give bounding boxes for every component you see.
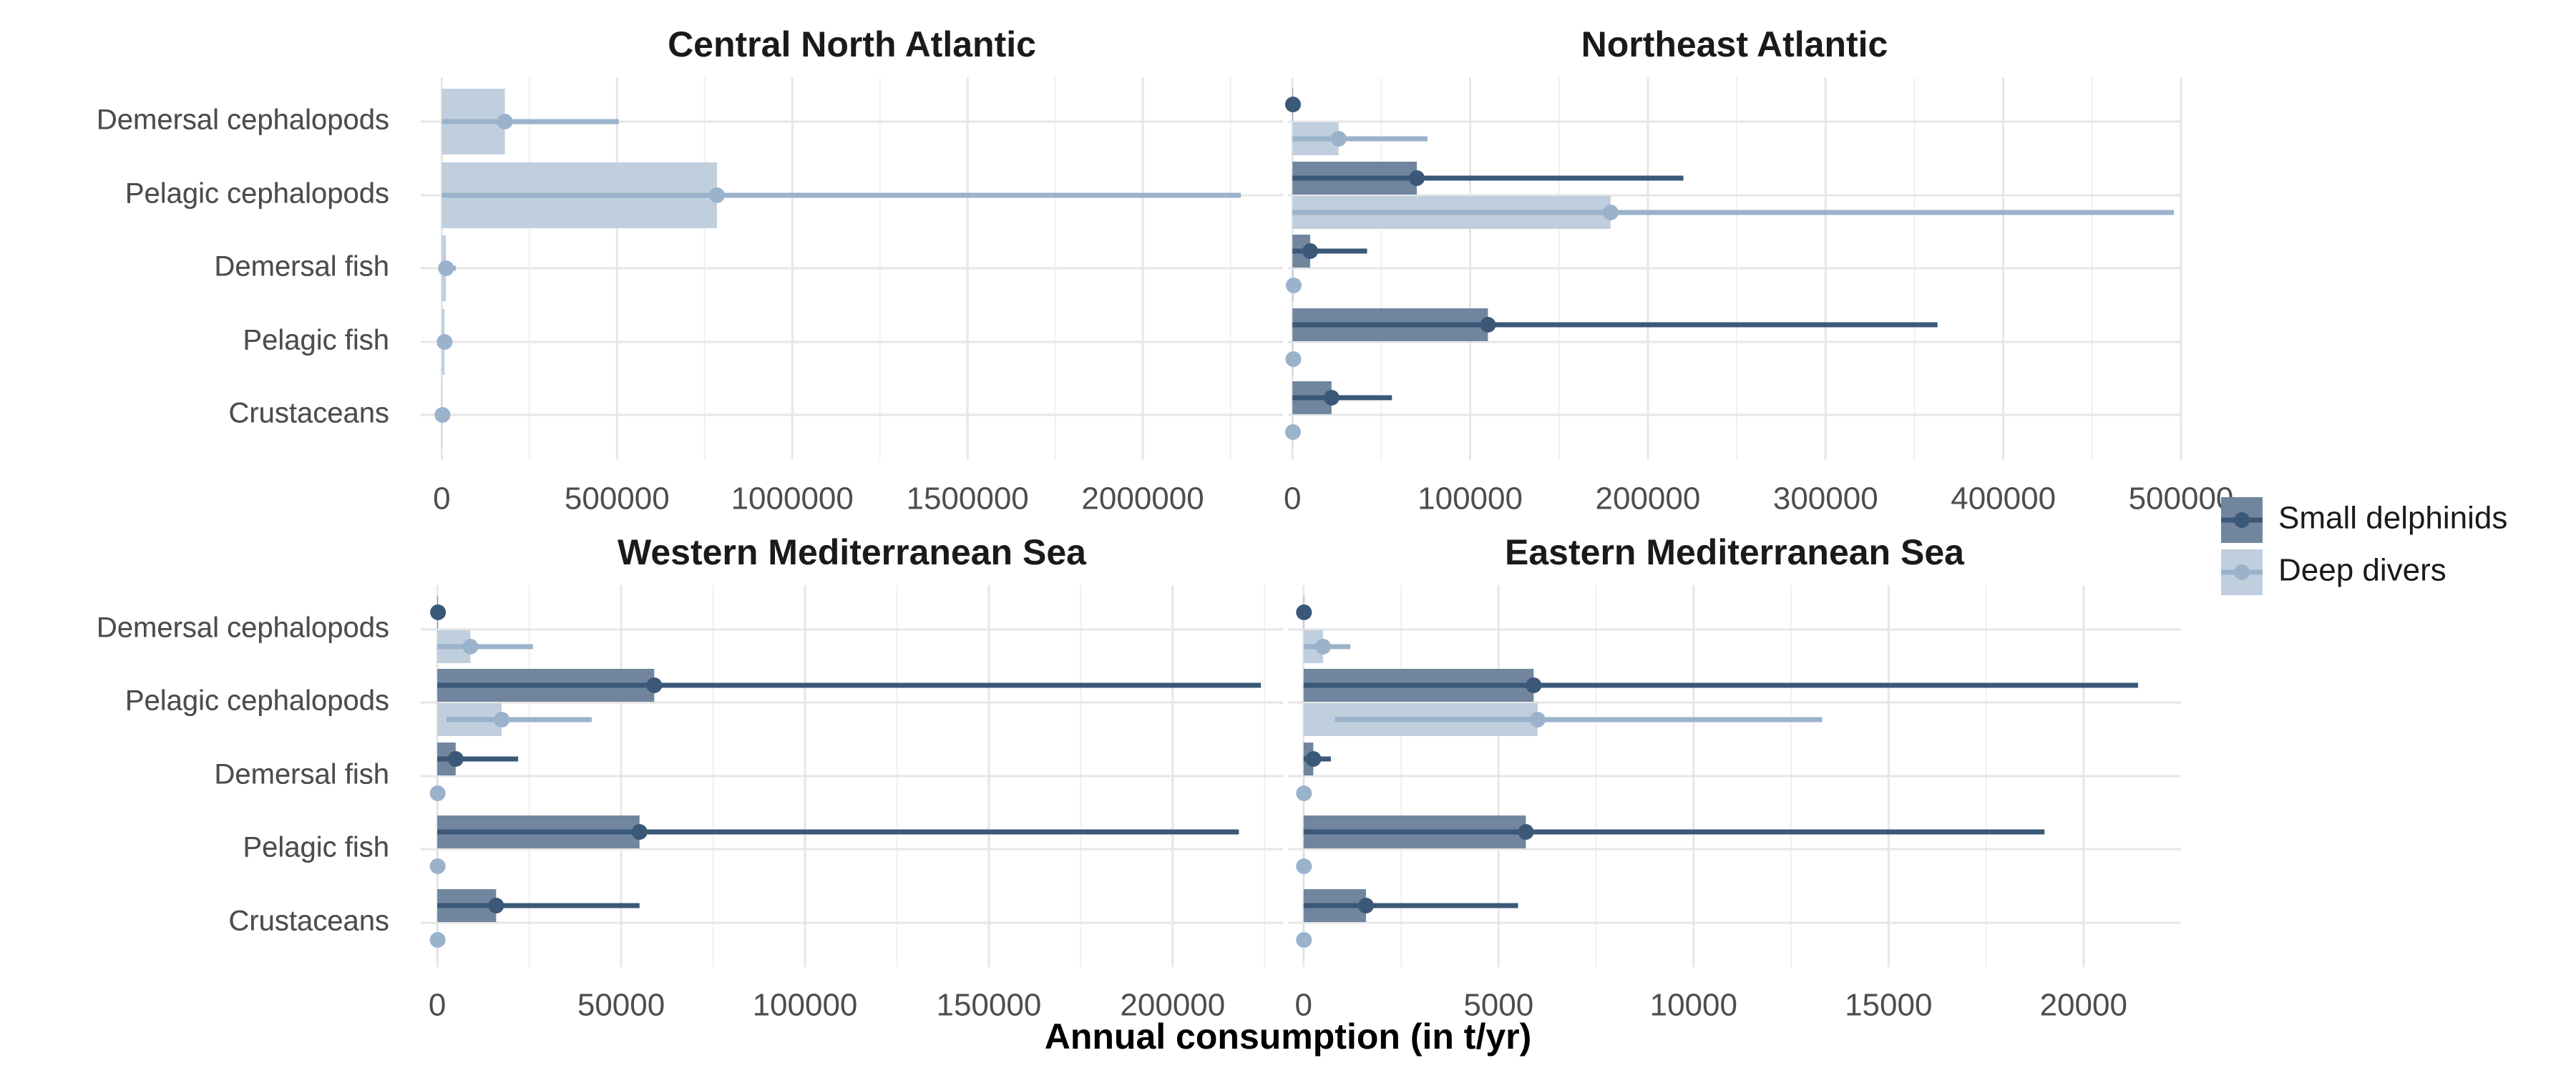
point-small-delphinids-demersal-fish <box>447 751 464 767</box>
point-deep-divers-pelagic-cephalopods <box>1529 712 1546 727</box>
panel-eastern-mediterranean-sea: Eastern Mediterranean Sea Demersal cephal… <box>97 532 2181 1023</box>
x-tick-label: 200000 <box>1120 988 1225 1023</box>
x-tick-label: 500000 <box>565 481 670 516</box>
x-tick-label: 1500000 <box>906 481 1028 516</box>
point-deep-divers-demersal-cephalopods <box>497 114 513 129</box>
point-deep-divers-demersal-fish <box>1296 785 1312 801</box>
point-deep-divers-demersal-fish <box>1285 278 1302 293</box>
point-deep-divers-demersal-fish <box>438 260 454 276</box>
point-deep-divers-crustaceans <box>1296 932 1312 948</box>
panel-central-north-atlantic: Central North Atlantic Demersal cephalopo… <box>97 24 1283 516</box>
x-tick-label: 0 <box>1284 481 1301 516</box>
x-tick-label: 5000 <box>1463 988 1533 1023</box>
point-deep-divers-crustaceans <box>429 932 446 948</box>
legend-label-deep-divers: Deep divers <box>2278 553 2446 588</box>
category-label: Pelagic fish <box>243 325 389 356</box>
x-tick-label: 0 <box>429 988 446 1023</box>
panel-title: Central North Atlantic <box>668 24 1036 64</box>
point-deep-divers-pelagic-fish <box>1296 858 1312 874</box>
category-label: Pelagic cephalopods <box>125 685 389 717</box>
point-deep-divers-demersal-cephalopods <box>1315 639 1332 655</box>
x-tick-label: 15000 <box>1845 988 1932 1023</box>
x-tick-label: 300000 <box>1773 481 1878 516</box>
point-small-delphinids-pelagic-fish <box>1518 824 1534 840</box>
x-axis-title: Annual consumption (in t/yr) <box>1045 1016 1532 1057</box>
x-tick-label: 200000 <box>1596 481 1701 516</box>
point-small-delphinids-pelagic-cephalopods <box>1526 677 1542 693</box>
category-label: Pelagic cephalopods <box>125 685 389 717</box>
category-label: Demersal fish <box>214 759 389 790</box>
point-small-delphinids-demersal-cephalopods <box>1284 97 1301 112</box>
x-tick-label: 10000 <box>1650 988 1737 1023</box>
point-deep-divers-demersal-cephalopods <box>1330 131 1347 147</box>
category-label: Pelagic fish <box>243 832 389 863</box>
x-tick-label: 20000 <box>2040 988 2127 1023</box>
category-label: Pelagic cephalopods <box>125 178 389 210</box>
point-small-delphinids-crustaceans <box>1357 898 1374 913</box>
panel-title: Eastern Mediterranean Sea <box>1505 532 1965 572</box>
legend-key-point <box>2234 512 2250 528</box>
category-label: Demersal cephalopods <box>97 104 389 136</box>
point-deep-divers-pelagic-cephalopods <box>494 712 510 727</box>
category-label: Pelagic fish <box>243 325 389 356</box>
point-deep-divers-crustaceans <box>434 407 451 423</box>
point-deep-divers-demersal-cephalopods <box>462 639 479 655</box>
category-label: Demersal fish <box>214 759 389 790</box>
point-small-delphinids-pelagic-fish <box>1480 317 1496 333</box>
x-tick-label: 50000 <box>577 988 665 1023</box>
x-tick-label: 100000 <box>1418 481 1523 516</box>
x-tick-label: 0 <box>433 481 450 516</box>
category-label: Crustaceans <box>228 398 389 429</box>
point-deep-divers-pelagic-cephalopods <box>1602 205 1619 220</box>
point-deep-divers-crustaceans <box>1284 424 1301 440</box>
category-label: Crustaceans <box>228 906 389 937</box>
x-tick-label: 400000 <box>1951 481 2056 516</box>
point-small-delphinids-demersal-fish <box>1302 243 1319 259</box>
panel-title: Northeast Atlantic <box>1581 24 1888 64</box>
category-label: Crustaceans <box>228 398 389 429</box>
point-small-delphinids-crustaceans <box>1323 390 1340 406</box>
point-deep-divers-pelagic-fish <box>1285 351 1302 367</box>
category-label: Demersal fish <box>214 251 389 283</box>
point-small-delphinids-demersal-cephalopods <box>1296 604 1312 620</box>
category-label: Demersal cephalopods <box>97 612 389 644</box>
x-tick-label: 100000 <box>753 988 858 1023</box>
category-label: Pelagic fish <box>243 832 389 863</box>
category-label: Demersal fish <box>214 251 389 283</box>
point-small-delphinids-demersal-fish <box>1305 751 1322 767</box>
x-tick-label: 1000000 <box>731 481 854 516</box>
x-tick-label: 500000 <box>2129 481 2234 516</box>
point-small-delphinids-pelagic-cephalopods <box>646 677 663 693</box>
point-small-delphinids-pelagic-fish <box>631 824 648 840</box>
point-small-delphinids-pelagic-cephalopods <box>1409 170 1425 186</box>
panel-northeast-atlantic: Northeast Atlantic Demersal cephalopods Pe… <box>97 24 2234 516</box>
category-label: Demersal cephalopods <box>97 612 389 644</box>
legend-key-point <box>2234 564 2250 580</box>
x-tick-label: 0 <box>1295 988 1312 1023</box>
point-deep-divers-pelagic-cephalopods <box>708 187 725 203</box>
category-label: Crustaceans <box>228 906 389 937</box>
panel-title: Western Mediterranean Sea <box>618 532 1087 572</box>
point-deep-divers-pelagic-fish <box>436 334 453 350</box>
category-label: Pelagic cephalopods <box>125 178 389 210</box>
panel-western-mediterranean-sea: Western Mediterranean Sea Demersal cephal… <box>97 532 1283 1023</box>
x-tick-label: 2000000 <box>1081 481 1204 516</box>
x-tick-label: 150000 <box>936 988 1041 1023</box>
category-label: Demersal cephalopods <box>97 104 389 136</box>
point-deep-divers-pelagic-fish <box>429 858 446 874</box>
point-small-delphinids-crustaceans <box>488 898 504 913</box>
point-small-delphinids-demersal-cephalopods <box>430 604 447 620</box>
legend-label-small-delphinids: Small delphinids <box>2278 501 2507 536</box>
point-deep-divers-demersal-fish <box>429 785 446 801</box>
legend: Small delphinids Deep divers <box>2221 497 2507 595</box>
